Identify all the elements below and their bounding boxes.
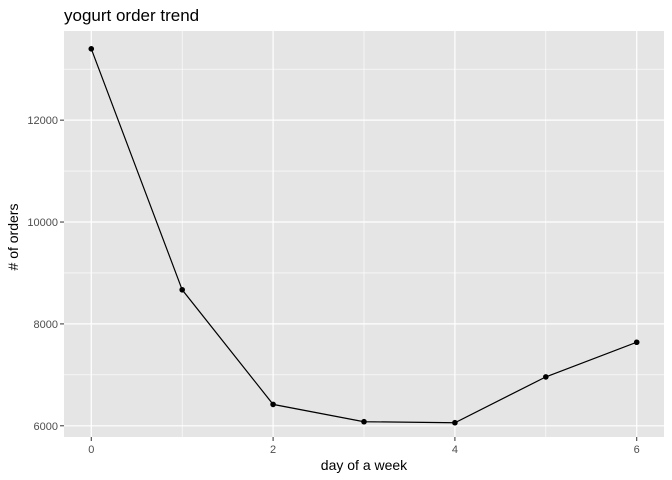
x-axis: 0 2 4 6 bbox=[88, 437, 640, 456]
y-tick-label: 8000 bbox=[34, 319, 58, 331]
x-tick-label: 4 bbox=[452, 444, 458, 456]
data-point bbox=[270, 401, 276, 408]
x-axis-title: day of a week bbox=[321, 457, 408, 473]
data-point bbox=[452, 419, 458, 426]
data-point bbox=[361, 418, 367, 425]
x-tick-label: 2 bbox=[270, 444, 276, 456]
series-layer bbox=[88, 46, 640, 426]
x-tick-label: 6 bbox=[634, 444, 640, 456]
data-point bbox=[179, 286, 185, 293]
y-axis-title: # of orders bbox=[5, 204, 21, 271]
data-point bbox=[543, 374, 549, 380]
x-tick-label: 0 bbox=[88, 444, 94, 456]
major-gridlines bbox=[64, 31, 664, 437]
y-tick-label: 10000 bbox=[27, 217, 58, 229]
minor-gridlines bbox=[64, 31, 664, 437]
y-tick-label: 12000 bbox=[27, 115, 58, 127]
data-point bbox=[88, 46, 95, 52]
y-tick-label: 6000 bbox=[34, 421, 58, 433]
data-point bbox=[633, 339, 640, 346]
chart-title: yogurt order trend bbox=[64, 6, 199, 25]
y-axis: 6000 8000 10000 12000 bbox=[27, 115, 64, 433]
